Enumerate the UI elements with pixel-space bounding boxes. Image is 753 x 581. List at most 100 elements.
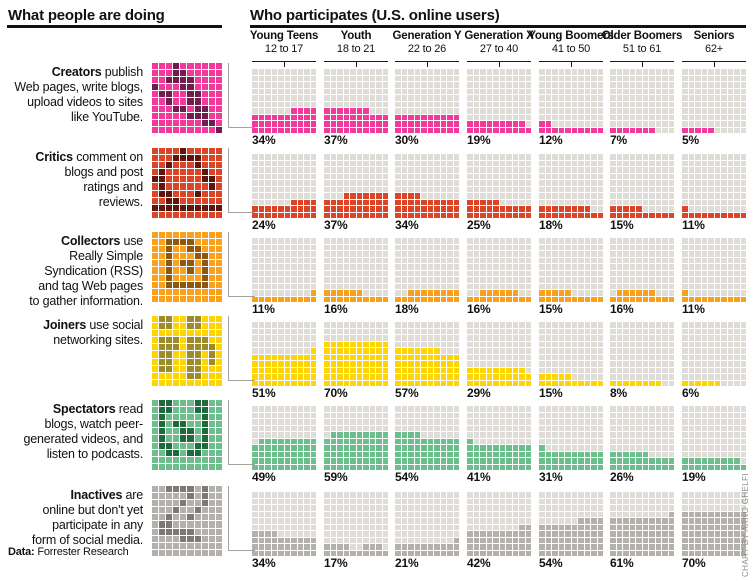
percent-label-critics-young-teens: 24% [252,218,276,232]
percent-label-spectators-youth: 59% [324,470,348,484]
connector-vertical-spectators [228,400,229,465]
connector-vertical-critics [228,148,229,213]
column-header-young-boomers: Young Boomers [528,30,614,42]
collectors-bar-young-teens [252,238,316,302]
percent-label-inactives-seniors: 70% [682,556,706,570]
percent-label-spectators-young-boomers: 31% [539,470,563,484]
percent-label-joiners-young-teens: 51% [252,386,276,400]
percent-label-collectors-young-teens: 11% [252,302,275,316]
spectators-bar-young-boomers [539,406,603,470]
spectators-bar-older-boomers [610,406,674,470]
percent-label-collectors-seniors: 11% [682,302,705,316]
inactives-bar-generation-y [395,492,459,556]
percent-label-spectators-generation-x: 41% [467,470,491,484]
connector-vertical-collectors [228,232,229,297]
column-tick-older-boomers [641,62,643,67]
critics-bar-youth [324,154,388,218]
row-label-joiners: Joiners use social networking sites. [43,318,143,347]
connector-vertical-inactives [228,486,229,551]
percent-label-collectors-older-boomers: 16% [610,302,634,316]
percent-label-joiners-youth: 70% [324,386,348,400]
percent-label-spectators-generation-y: 54% [395,470,419,484]
percent-label-inactives-generation-y: 21% [395,556,419,570]
creators-bar-older-boomers [610,69,674,133]
spectators-bar-youth [324,406,388,470]
inactives-bar-young-teens [252,492,316,556]
joiners-bar-generation-y [395,322,459,386]
percent-label-creators-generation-x: 19% [467,133,491,147]
column-header-young-teens: Young Teens [249,30,319,42]
collectors-bar-generation-y [395,238,459,302]
joiners-bar-youth [324,322,388,386]
spectators-bar-seniors [682,406,746,470]
percent-label-joiners-young-boomers: 15% [539,386,563,400]
column-tick-seniors [713,62,715,67]
column-age-young-boomers: 41 to 50 [551,43,591,55]
column-bracket-young-teens [252,61,316,62]
column-age-young-teens: 12 to 17 [264,43,304,55]
chart-credit: CHART BY ARNO GHELFI [741,472,750,577]
column-tick-generation-y [426,62,428,67]
creators-bar-young-boomers [539,69,603,133]
creators-bar-generation-x [467,69,531,133]
percent-label-inactives-young-boomers: 54% [539,556,563,570]
inactives-bar-generation-x [467,492,531,556]
spectators-bar-generation-x [467,406,531,470]
column-bracket-generation-y [395,61,459,62]
critics-bar-young-boomers [539,154,603,218]
row-label-collectors: Collectors use Really Simple Syndication (… [29,234,143,308]
collectors-bar-young-boomers [539,238,603,302]
row-label-inactives: Inactives are online but don't yet partici… [31,488,143,547]
percent-label-inactives-older-boomers: 61% [610,556,634,570]
column-tick-generation-x [498,62,500,67]
right-panel-title: Who participates (U.S. online users) [250,7,500,24]
collectors-bar-older-boomers [610,238,674,302]
row-name-joiners: Joiners [43,318,87,332]
row-name-collectors: Collectors [61,234,121,248]
creators-bar-young-teens [252,69,316,133]
row-label-creators: Creators publish Web pages, write blogs, u… [14,65,143,124]
percent-label-critics-youth: 37% [324,218,348,232]
column-header-youth: Youth [340,30,372,42]
percent-label-creators-young-teens: 34% [252,133,276,147]
joiners-bar-young-teens [252,322,316,386]
data-source: Data: Forrester Research [8,546,129,558]
column-header-generation-y: Generation Y [392,30,462,42]
collectors-bar-seniors [682,238,746,302]
critics-bar-young-teens [252,154,316,218]
percent-label-critics-generation-x: 25% [467,218,491,232]
column-bracket-young-boomers [539,61,603,62]
joiners-bar-seniors [682,322,746,386]
critics-bar-seniors [682,154,746,218]
creators-icon [152,63,222,133]
percent-label-creators-young-boomers: 12% [539,133,563,147]
inactives-icon [152,486,222,556]
percent-label-critics-generation-y: 34% [395,218,419,232]
spectators-icon [152,400,222,470]
column-bracket-older-boomers [610,61,674,62]
percent-label-inactives-young-teens: 34% [252,556,276,570]
joiners-bar-older-boomers [610,322,674,386]
connector-horizontal-inactives [228,550,255,551]
collectors-bar-generation-x [467,238,531,302]
column-header-generation-x: Generation X [464,30,534,42]
creators-bar-youth [324,69,388,133]
right-title-underline [250,25,746,28]
connector-horizontal-collectors [228,296,255,297]
joiners-bar-young-boomers [539,322,603,386]
percent-label-spectators-seniors: 19% [682,470,706,484]
row-name-critics: Critics [35,150,73,164]
column-header-older-boomers: Older Boomers [601,30,683,42]
left-panel-title: What people are doing [8,7,165,24]
connector-horizontal-critics [228,212,255,213]
percent-label-creators-youth: 37% [324,133,348,147]
spectators-bar-generation-y [395,406,459,470]
percent-label-collectors-youth: 16% [324,302,348,316]
percent-label-collectors-generation-y: 18% [395,302,419,316]
connector-horizontal-spectators [228,464,255,465]
row-label-critics: Critics comment on blogs and post ratings … [35,150,143,209]
percent-label-creators-seniors: 5% [682,133,699,147]
left-title-underline [7,25,222,28]
connector-vertical-joiners [228,316,229,381]
row-label-spectators: Spectators read blogs, watch peer-generat… [23,402,143,461]
